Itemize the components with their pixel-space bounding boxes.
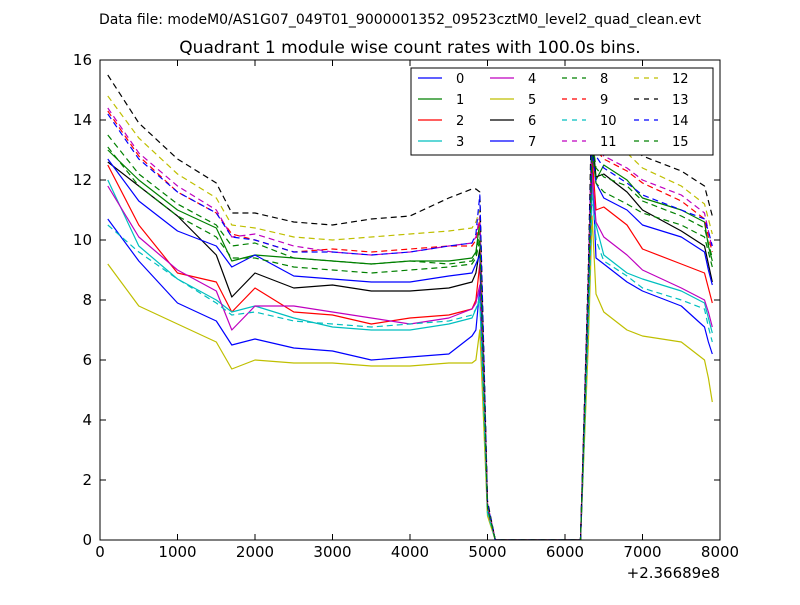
legend-label-5: 5	[528, 93, 536, 108]
legend-label-10: 10	[600, 114, 617, 129]
y-tick-label: 6	[82, 351, 92, 369]
y-tick-label: 4	[82, 411, 92, 429]
series-line-15	[107, 146, 713, 540]
legend-label-1: 1	[456, 93, 464, 108]
legend-label-7: 7	[528, 135, 536, 150]
x-tick-label: 7000	[623, 543, 661, 561]
x-tick-label: 8000	[701, 543, 739, 561]
x-tick-label: 0	[95, 543, 105, 561]
y-tick-label: 12	[73, 171, 92, 189]
series-line-13	[107, 74, 713, 540]
series-line-8	[107, 134, 713, 540]
legend-label-4: 4	[528, 72, 536, 87]
x-tick-label: 5000	[468, 543, 506, 561]
y-tick-label: 2	[82, 471, 92, 489]
x-tick-label: 3000	[313, 543, 351, 561]
x-axis-offset-label: +2.36689e8	[627, 564, 720, 582]
legend-label-8: 8	[600, 72, 608, 87]
y-tick-label: 0	[82, 531, 92, 549]
y-tick-label: 14	[73, 111, 92, 129]
legend-label-6: 6	[528, 114, 536, 129]
series-line-6	[107, 134, 713, 540]
legend-label-3: 3	[456, 135, 464, 150]
x-tick-label: 1000	[158, 543, 196, 561]
series-line-2	[107, 155, 713, 540]
x-axis: 0 1000 2000 3000 4000 5000 6000 7000 8000	[95, 60, 739, 561]
plot-series-group	[107, 74, 713, 540]
series-line-7	[107, 149, 713, 540]
legend-label-11: 11	[600, 135, 617, 150]
legend-label-15: 15	[672, 135, 689, 150]
x-tick-label: 6000	[546, 543, 584, 561]
series-line-5	[107, 215, 713, 540]
series-line-10	[107, 194, 713, 540]
legend-label-9: 9	[600, 93, 608, 108]
y-tick-label: 8	[82, 291, 92, 309]
legend-label-13: 13	[672, 93, 689, 108]
legend-label-0: 0	[456, 72, 464, 87]
x-tick-label: 4000	[391, 543, 429, 561]
y-tick-label: 16	[73, 51, 92, 69]
series-line-14	[107, 113, 713, 540]
chart-title: Quadrant 1 module wise count rates with …	[179, 38, 640, 58]
legend-label-2: 2	[456, 114, 464, 129]
figure-suptitle: Data file: modeM0/AS1G07_049T01_90000013…	[99, 12, 701, 28]
legend-label-12: 12	[672, 72, 689, 87]
y-tick-label: 10	[73, 231, 92, 249]
series-line-4	[107, 173, 713, 540]
x-tick-label: 2000	[236, 543, 274, 561]
legend-label-14: 14	[672, 114, 689, 129]
